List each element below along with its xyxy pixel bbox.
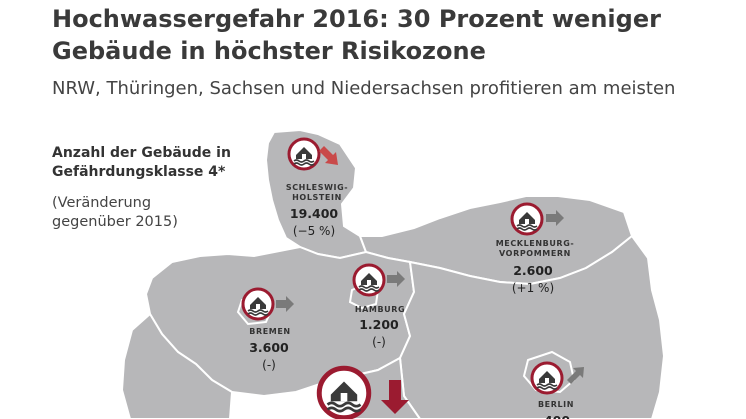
house-flood-icon bbox=[241, 287, 275, 321]
region-value: 3.600 bbox=[249, 340, 289, 355]
legend-heading-line-2: Gefährdungsklasse 4* bbox=[52, 164, 226, 180]
region-brandenburg bbox=[398, 234, 666, 419]
region-nrw bbox=[120, 312, 234, 419]
marker-niedersachsen bbox=[319, 368, 409, 418]
region-label: MECKLENBURG- bbox=[496, 239, 575, 248]
region-label: HOLSTEIN bbox=[292, 193, 342, 202]
trend-arrow-icon bbox=[567, 367, 584, 384]
region-change: (+1 %) bbox=[512, 281, 554, 295]
legend-heading: Anzahl der Gebäude in Gefährdungsklasse … bbox=[52, 144, 242, 182]
map-regions bbox=[120, 128, 666, 419]
legend-heading-line-1: Anzahl der Gebäude in bbox=[52, 145, 231, 161]
title-line-2: Gebäude in höchster Risikozone bbox=[52, 37, 486, 65]
trend-arrow-icon bbox=[319, 146, 338, 165]
subtitle: NRW, Thüringen, Sachsen und Niedersachse… bbox=[52, 78, 676, 99]
marker-hamburg: HAMBURG 1.200 (-) bbox=[352, 263, 405, 349]
region-change: (-) bbox=[372, 335, 386, 349]
region-label: SCHLESWIG- bbox=[286, 183, 348, 192]
trend-arrow-icon bbox=[276, 296, 294, 312]
region-change: (−5 %) bbox=[293, 224, 335, 238]
house-flood-icon bbox=[287, 137, 321, 171]
region-value: 19.400 bbox=[290, 206, 339, 221]
legend-note-line-2: gegenüber 2015) bbox=[52, 214, 178, 230]
region-value: 400 bbox=[544, 413, 570, 419]
region-change: (-) bbox=[262, 358, 276, 372]
region-label: HAMBURG bbox=[355, 305, 405, 314]
house-flood-icon bbox=[319, 368, 369, 418]
legend-note-line-1: (Veränderung bbox=[52, 195, 152, 211]
title-line-1: Hochwassergefahr 2016: 30 Prozent wenige… bbox=[52, 5, 661, 33]
marker-schleswig-holstein: SCHLESWIG- HOLSTEIN 19.400 (−5 %) bbox=[286, 137, 348, 238]
title: Hochwassergefahr 2016: 30 Prozent wenige… bbox=[52, 3, 742, 67]
marker-berlin: BERLIN 400 bbox=[530, 361, 584, 419]
region-label: BERLIN bbox=[538, 400, 574, 409]
region-value: 1.200 bbox=[359, 317, 399, 332]
marker-bremen: BREMEN 3.600 (-) bbox=[241, 287, 294, 372]
marker-mecklenburg-vorpommern: MECKLENBURG- VORPOMMERN 2.600 (+1 %) bbox=[496, 202, 575, 295]
trend-arrow-icon bbox=[387, 271, 405, 287]
house-flood-icon bbox=[352, 263, 386, 297]
trend-arrow-icon bbox=[381, 380, 409, 414]
house-flood-icon bbox=[510, 202, 544, 236]
region-label: BREMEN bbox=[249, 327, 290, 336]
trend-arrow-icon bbox=[546, 210, 564, 226]
region-label: VORPOMMERN bbox=[499, 249, 571, 258]
legend-note: (Veränderung gegenüber 2015) bbox=[52, 194, 242, 232]
house-flood-icon bbox=[530, 361, 564, 395]
region-value: 2.600 bbox=[513, 263, 553, 278]
